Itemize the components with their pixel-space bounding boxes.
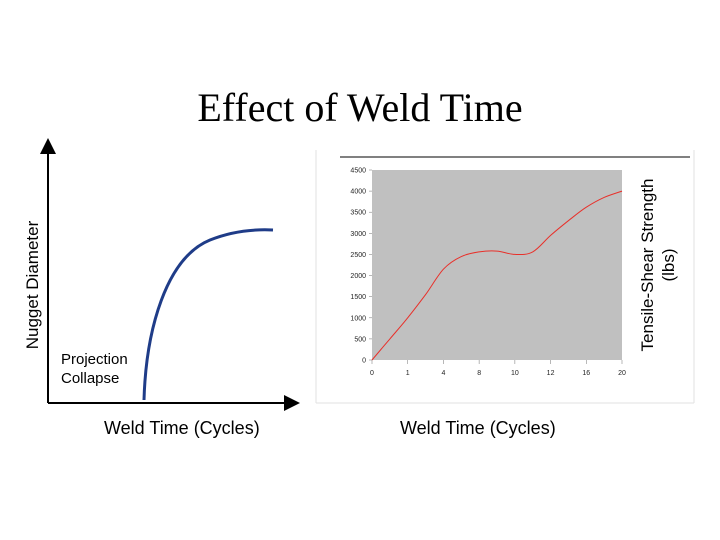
right-chart-x-tick-label: 16 [582,370,590,377]
nugget-diameter-curve [142,228,274,401]
right-chart-y-tick-label: 500 [354,336,366,343]
right-chart-y-tick-label: 2500 [350,252,366,259]
right-chart-y-tick-label: 4000 [350,189,366,196]
right-chart-x-axis-label: Weld Time (Cycles) [400,418,556,438]
right-chart-x-tick-label: 12 [547,370,555,377]
right-chart-x-tick-label: 20 [618,370,626,377]
page-title: Effect of Weld Time [197,85,523,130]
right-chart-y-tick-label: 1000 [350,315,366,322]
right-chart-frame [315,150,695,404]
right-chart-y-tick-label: 2000 [350,273,366,280]
right-chart-x-tick-label: 1 [406,370,410,377]
right-chart-x-tick-label: 0 [370,370,374,377]
right-chart-y-tick-label: 4500 [350,168,366,175]
right-chart-x-tick-label: 10 [511,370,519,377]
right-chart-y-tick-label: 3000 [350,231,366,238]
annotation-line-1: Projection [61,351,128,368]
right-chart-y-tick-label: 1500 [350,294,366,301]
right-chart-plot-area [372,170,622,360]
right-chart-y-tick-label: 3500 [350,210,366,217]
annotation-line-2: Collapse [61,370,120,387]
right-chart-x-tick-label: 4 [441,370,445,377]
tensile-strength-series-line [371,190,623,361]
right-chart-y-tick-label: 0 [362,358,366,365]
projection-collapse-annotation: Projection Collapse [61,350,181,388]
left-chart-x-axis-label: Weld Time (Cycles) [104,418,260,438]
right-chart-x-tick-label: 8 [477,370,481,377]
